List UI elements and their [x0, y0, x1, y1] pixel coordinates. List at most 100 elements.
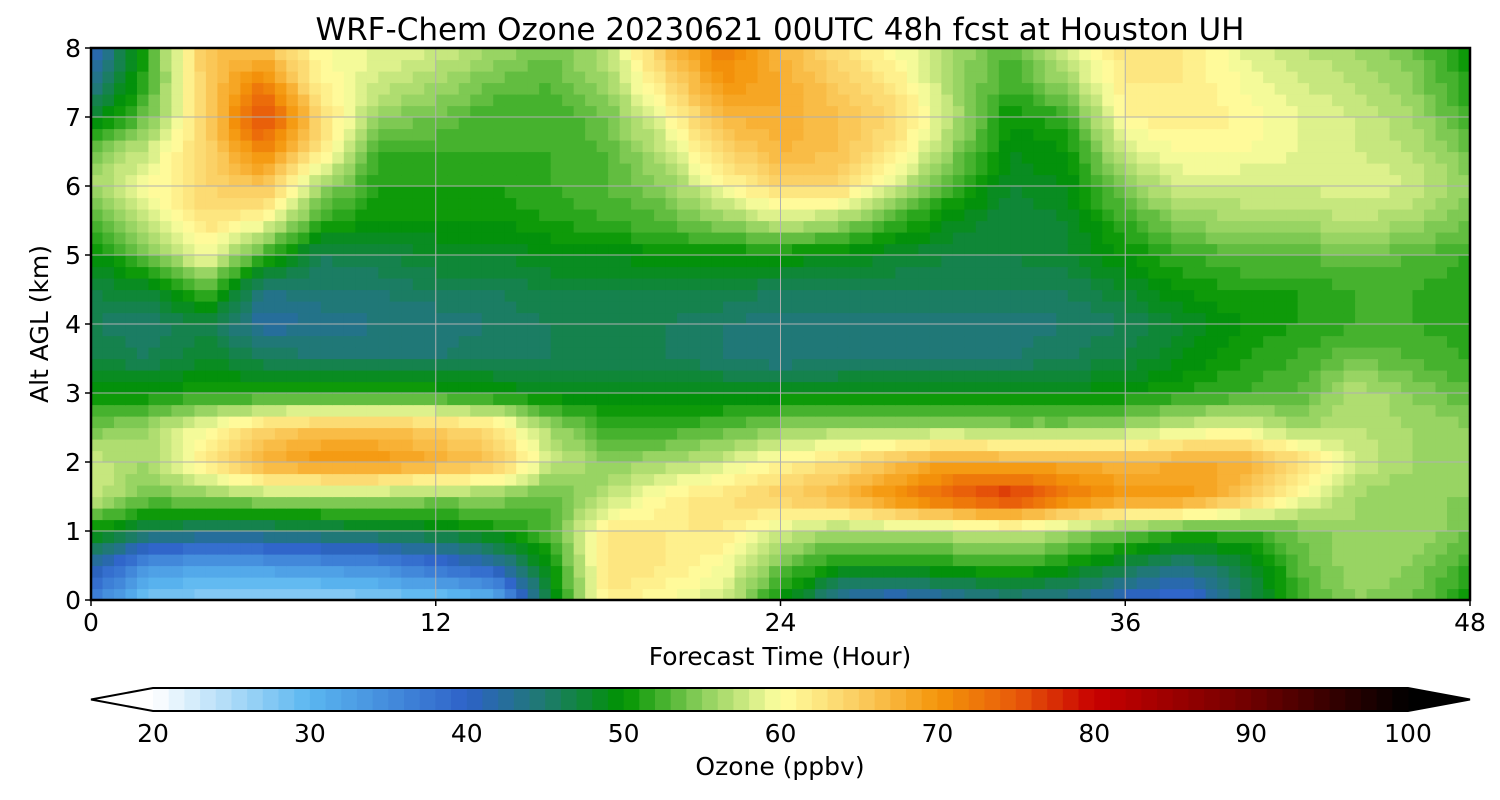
heatmap-cell: [263, 565, 276, 578]
heatmap-cell: [860, 243, 874, 256]
heatmap-cell: [113, 151, 127, 164]
heatmap-cell: [895, 588, 908, 601]
heatmap-cell: [734, 370, 747, 383]
heatmap-cell: [516, 174, 529, 187]
heatmap-cell: [654, 128, 667, 141]
heatmap-cell: [136, 462, 150, 475]
heatmap-cell: [412, 266, 425, 279]
heatmap-cell: [1424, 140, 1437, 153]
heatmap-cell: [837, 554, 851, 567]
heatmap-cell: [746, 577, 759, 590]
heatmap-cell: [711, 588, 724, 601]
heatmap-cell: [1067, 266, 1080, 279]
heatmap-cell: [274, 335, 287, 348]
heatmap-cell: [688, 220, 701, 233]
heatmap-cell: [1320, 209, 1333, 222]
heatmap-cell: [458, 404, 471, 417]
heatmap-cell: [378, 542, 391, 555]
heatmap-cell: [826, 186, 839, 199]
heatmap-cell: [1056, 289, 1069, 302]
heatmap-cell: [320, 128, 333, 141]
heatmap-cell: [251, 496, 264, 509]
heatmap-cell: [91, 404, 104, 417]
heatmap-cell: [240, 163, 253, 176]
heatmap-cell: [194, 577, 207, 590]
heatmap-cell: [1435, 485, 1448, 498]
heatmap-cell: [1079, 255, 1092, 268]
heatmap-cell: [355, 370, 368, 383]
heatmap-cell: [182, 232, 196, 245]
heatmap-cell: [527, 381, 540, 394]
heatmap-cell: [562, 473, 575, 486]
heatmap-cell: [1309, 186, 1322, 199]
heatmap-cell: [803, 542, 816, 555]
heatmap-cell: [1171, 381, 1184, 394]
heatmap-cell: [240, 565, 253, 578]
heatmap-cell: [309, 519, 322, 532]
heatmap-cell: [975, 220, 988, 233]
heatmap-cell: [217, 577, 230, 590]
heatmap-cell: [263, 289, 276, 302]
heatmap-cell: [791, 358, 805, 371]
heatmap-cell: [918, 450, 931, 463]
heatmap-cell: [1228, 312, 1241, 325]
heatmap-cell: [1194, 186, 1207, 199]
heatmap-cell: [975, 347, 988, 360]
heatmap-cell: [1343, 554, 1356, 567]
heatmap-cell: [1309, 174, 1322, 187]
heatmap-cell: [700, 128, 713, 141]
heatmap-cell: [1412, 508, 1425, 521]
heatmap-cell: [91, 151, 104, 164]
heatmap-cell: [263, 450, 276, 463]
heatmap-cell: [435, 577, 448, 590]
heatmap-cell: [723, 427, 736, 440]
heatmap-cell: [998, 439, 1011, 452]
heatmap-cell: [1136, 209, 1149, 222]
heatmap-cell: [975, 496, 988, 509]
heatmap-cell: [723, 163, 736, 176]
heatmap-cell: [1010, 404, 1023, 417]
heatmap-cell: [504, 232, 517, 245]
heatmap-cell: [1240, 289, 1253, 302]
heatmap-cell: [1182, 151, 1195, 164]
heatmap-cell: [677, 496, 690, 509]
heatmap-cell: [320, 301, 333, 314]
heatmap-cell: [1056, 450, 1069, 463]
heatmap-cell: [1286, 312, 1299, 325]
heatmap-cell: [1228, 128, 1241, 141]
heatmap-cell: [1424, 347, 1437, 360]
heatmap-cell: [780, 565, 793, 578]
heatmap-cell: [1194, 255, 1207, 268]
heatmap-cell: [964, 163, 977, 176]
heatmap-cell: [516, 508, 529, 521]
heatmap-cell: [527, 312, 540, 325]
heatmap-cell: [1102, 485, 1115, 498]
heatmap-cell: [1458, 496, 1471, 509]
heatmap-cell: [1102, 427, 1115, 440]
heatmap-cell: [1389, 404, 1402, 417]
heatmap-cell: [826, 485, 839, 498]
heatmap-cell: [286, 347, 299, 360]
heatmap-cell: [998, 289, 1011, 302]
heatmap-cell: [228, 163, 241, 176]
heatmap-cell: [228, 439, 241, 452]
heatmap-cell: [1228, 140, 1241, 153]
heatmap-cell: [182, 508, 196, 521]
heatmap-cell: [619, 370, 632, 383]
heatmap-cell: [1194, 347, 1207, 360]
heatmap-cell: [1286, 301, 1299, 314]
heatmap-cell: [401, 209, 414, 222]
heatmap-cell: [159, 324, 173, 337]
heatmap-cell: [1320, 220, 1333, 233]
heatmap-cell: [665, 370, 678, 383]
heatmap-cell: [1447, 197, 1460, 210]
heatmap-cell: [872, 312, 885, 325]
heatmap-cell: [159, 427, 173, 440]
heatmap-cell: [1228, 163, 1241, 176]
heatmap-cell: [1435, 174, 1448, 187]
heatmap-cell: [814, 186, 828, 199]
heatmap-cell: [906, 358, 919, 371]
heatmap-cell: [723, 370, 736, 383]
heatmap-cell: [849, 128, 862, 141]
heatmap-cell: [998, 186, 1011, 199]
